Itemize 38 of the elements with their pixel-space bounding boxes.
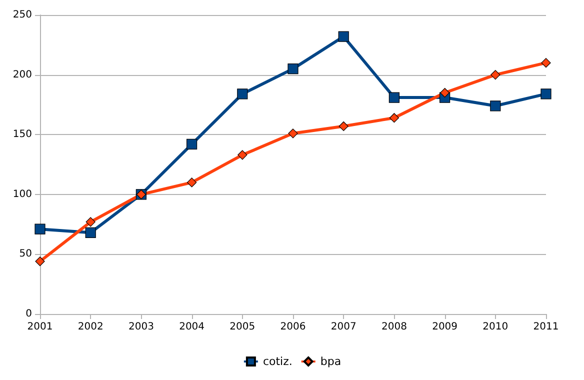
point [389, 113, 399, 123]
legend-label: bpa [320, 355, 342, 368]
point [388, 92, 400, 103]
x-tick-label: 2010 [482, 322, 508, 332]
x-tick-label: 2007 [330, 322, 356, 332]
point [35, 256, 45, 266]
point [237, 88, 248, 100]
y-tick-label: 0 [26, 308, 32, 320]
point [238, 150, 248, 160]
x-tick-label: 2011 [533, 322, 559, 332]
x-tick-label: 2005 [230, 322, 256, 332]
legend-label: cotiz. [262, 355, 292, 368]
x-tick-label: 2006 [280, 322, 306, 332]
x-tick-label: 2004 [179, 322, 205, 332]
point [34, 224, 46, 234]
point [288, 64, 298, 74]
x-tick-label: 2001 [27, 322, 53, 332]
point [338, 31, 349, 42]
y-tick-label: 200 [12, 69, 32, 80]
point [338, 121, 348, 132]
point [541, 58, 551, 68]
y-tick-label: 50 [19, 248, 32, 260]
x-tick-label: 2002 [78, 322, 104, 332]
point [186, 138, 198, 150]
point [490, 100, 501, 112]
x-tick-label: 2009 [432, 322, 458, 332]
y-tick-label: 150 [12, 129, 32, 140]
x-tick-label: 2003 [128, 322, 154, 332]
point [490, 70, 500, 80]
point [288, 128, 298, 138]
point [86, 217, 96, 227]
point [540, 88, 552, 100]
x-tick-label: 2008 [381, 322, 407, 332]
point [85, 227, 96, 238]
point [187, 178, 197, 188]
y-tick-label: 100 [12, 188, 32, 200]
y-tick-label: 250 [12, 10, 32, 20]
point [440, 88, 450, 98]
